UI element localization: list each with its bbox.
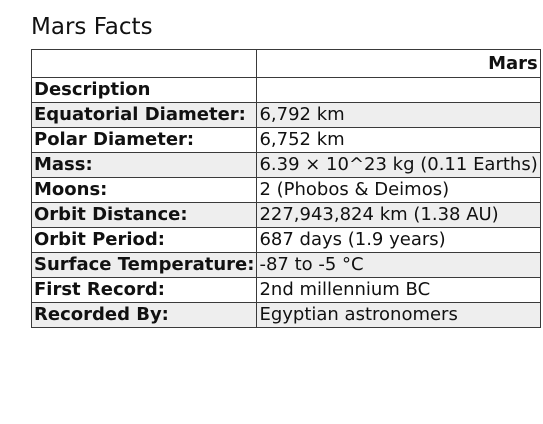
row-value: 687 days (1.9 years) xyxy=(256,227,541,253)
table-row: First Record: 2nd millennium BC xyxy=(30,277,541,303)
row-label: Equatorial Diameter: xyxy=(30,102,258,128)
facts-table: Mars Description Equatorial Diameter: 6,… xyxy=(30,49,541,328)
table-row: Mass: 6.39 × 10^23 kg (0.11 Earths) xyxy=(30,152,541,178)
column-header-mars: Mars xyxy=(256,49,541,78)
row-value: 6.39 × 10^23 kg (0.11 Earths) xyxy=(256,152,541,178)
table-row-description: Description xyxy=(30,77,541,103)
row-label: Recorded By: xyxy=(30,302,258,328)
row-label: Mass: xyxy=(30,152,258,178)
table-row: Equatorial Diameter: 6,792 km xyxy=(30,102,541,128)
row-value: 6,752 km xyxy=(256,127,541,153)
table-header-row: Mars xyxy=(30,49,541,78)
table-row: Surface Temperature: -87 to -5 °C xyxy=(30,252,541,278)
table-row: Recorded By: Egyptian astronomers xyxy=(30,302,541,328)
row-label: Surface Temperature: xyxy=(30,252,258,278)
row-value: 2 (Phobos & Deimos) xyxy=(256,177,541,203)
header-empty-cell xyxy=(30,49,258,78)
row-label: Polar Diameter: xyxy=(30,127,258,153)
row-label: First Record: xyxy=(30,277,258,303)
row-label: Orbit Period: xyxy=(30,227,258,253)
table-row: Orbit Distance: 227,943,824 km (1.38 AU) xyxy=(30,202,541,228)
page-title: Mars Facts xyxy=(31,14,153,40)
row-value: 227,943,824 km (1.38 AU) xyxy=(256,202,541,228)
row-label: Moons: xyxy=(30,177,258,203)
table-row: Orbit Period: 687 days (1.9 years) xyxy=(30,227,541,253)
section-empty-cell xyxy=(256,77,541,103)
section-label-description: Description xyxy=(30,77,258,103)
table-row: Moons: 2 (Phobos & Deimos) xyxy=(30,177,541,203)
table-row: Polar Diameter: 6,752 km xyxy=(30,127,541,153)
row-value: 6,792 km xyxy=(256,102,541,128)
row-value: Egyptian astronomers xyxy=(256,302,541,328)
row-label: Orbit Distance: xyxy=(30,202,258,228)
row-value: 2nd millennium BC xyxy=(256,277,541,303)
row-value: -87 to -5 °C xyxy=(256,252,541,278)
